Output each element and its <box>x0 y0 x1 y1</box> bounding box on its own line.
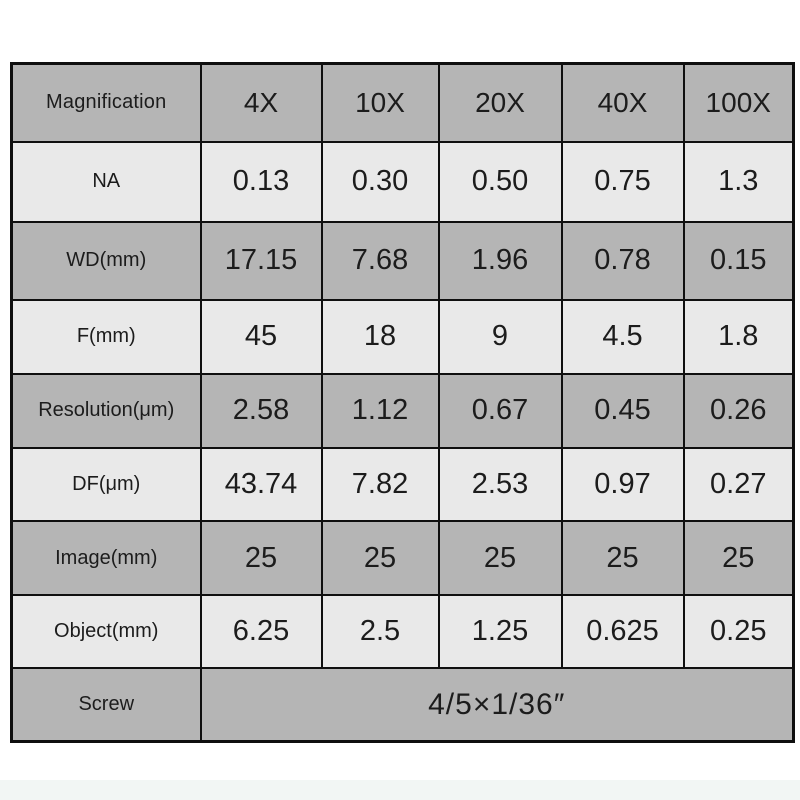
cell-resolution-100x: 0.26 <box>682 372 795 450</box>
header-cell-magnification: Magnification <box>10 62 202 143</box>
cell-resolution-10x: 1.12 <box>320 372 440 450</box>
table-row-f: F(mm) 45 18 9 4.5 1.8 <box>10 298 795 375</box>
table-row-df: DF(μm) 43.74 7.82 2.53 0.97 0.27 <box>10 447 795 523</box>
header-cell-20x: 20X <box>437 62 563 143</box>
cell-na-10x: 0.30 <box>320 140 440 223</box>
cell-f-10x: 18 <box>320 298 440 375</box>
cell-object-4x: 6.25 <box>199 594 323 670</box>
cell-na-100x: 1.3 <box>682 140 795 223</box>
row-label-screw: Screw <box>10 667 202 743</box>
cell-df-40x: 0.97 <box>560 447 685 523</box>
cell-resolution-4x: 2.58 <box>199 372 323 450</box>
cell-object-10x: 2.5 <box>320 594 440 670</box>
cell-image-100x: 25 <box>682 520 795 597</box>
header-cell-10x: 10X <box>320 62 440 143</box>
cell-object-40x: 0.625 <box>560 594 685 670</box>
cell-wd-4x: 17.15 <box>199 220 323 301</box>
cell-wd-10x: 7.68 <box>320 220 440 301</box>
cell-df-10x: 7.82 <box>320 447 440 523</box>
cell-f-20x: 9 <box>437 298 563 375</box>
cell-f-4x: 45 <box>199 298 323 375</box>
cell-na-40x: 0.75 <box>560 140 685 223</box>
cell-f-100x: 1.8 <box>682 298 795 375</box>
cell-image-20x: 25 <box>437 520 563 597</box>
table-row-na: NA 0.13 0.30 0.50 0.75 1.3 <box>10 140 795 223</box>
row-label-image: Image(mm) <box>10 520 202 597</box>
cell-df-100x: 0.27 <box>682 447 795 523</box>
cell-wd-100x: 0.15 <box>682 220 795 301</box>
cell-image-4x: 25 <box>199 520 323 597</box>
cell-image-10x: 25 <box>320 520 440 597</box>
cell-df-20x: 2.53 <box>437 447 563 523</box>
cell-wd-40x: 0.78 <box>560 220 685 301</box>
header-cell-40x: 40X <box>560 62 685 143</box>
table-row-image: Image(mm) 25 25 25 25 25 <box>10 520 795 597</box>
cell-f-40x: 4.5 <box>560 298 685 375</box>
cell-object-20x: 1.25 <box>437 594 563 670</box>
cell-screw-value: 4/5×1/36″ <box>199 667 795 743</box>
table-row-wd: WD(mm) 17.15 7.68 1.96 0.78 0.15 <box>10 220 795 301</box>
row-label-resolution: Resolution(μm) <box>10 372 202 450</box>
bottom-band <box>0 780 800 800</box>
cell-df-4x: 43.74 <box>199 447 323 523</box>
objective-spec-table: Magnification 4X 10X 20X 40X 100X NA 0.1… <box>10 62 795 743</box>
row-label-wd: WD(mm) <box>10 220 202 301</box>
header-cell-4x: 4X <box>199 62 323 143</box>
row-label-na: NA <box>10 140 202 223</box>
cell-image-40x: 25 <box>560 520 685 597</box>
table-row-screw: Screw 4/5×1/36″ <box>10 667 795 743</box>
cell-wd-20x: 1.96 <box>437 220 563 301</box>
cell-resolution-20x: 0.67 <box>437 372 563 450</box>
row-label-f: F(mm) <box>10 298 202 375</box>
cell-resolution-40x: 0.45 <box>560 372 685 450</box>
header-row: Magnification 4X 10X 20X 40X 100X <box>10 62 795 143</box>
header-cell-100x: 100X <box>682 62 795 143</box>
row-label-object: Object(mm) <box>10 594 202 670</box>
table-row-object: Object(mm) 6.25 2.5 1.25 0.625 0.25 <box>10 594 795 670</box>
table-row-resolution: Resolution(μm) 2.58 1.12 0.67 0.45 0.26 <box>10 372 795 450</box>
cell-na-4x: 0.13 <box>199 140 323 223</box>
row-label-df: DF(μm) <box>10 447 202 523</box>
cell-object-100x: 0.25 <box>682 594 795 670</box>
cell-na-20x: 0.50 <box>437 140 563 223</box>
